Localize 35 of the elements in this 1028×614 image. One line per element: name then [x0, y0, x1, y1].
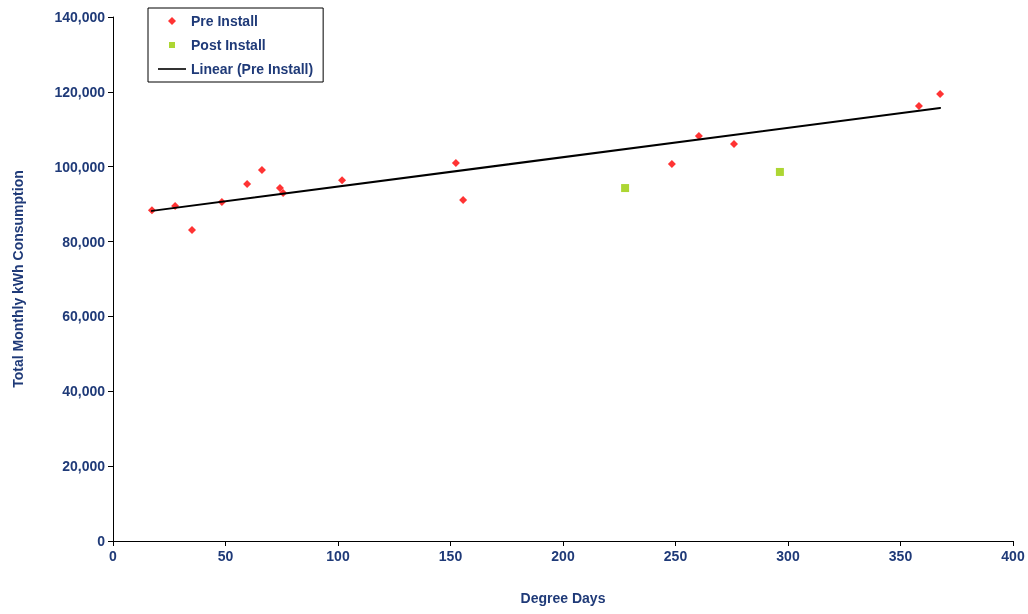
point	[621, 184, 630, 193]
y-axis-title: Total Monthly kWh Consumption	[10, 170, 26, 388]
x-tick-label: 300	[776, 548, 800, 564]
y-tick-label: 100,000	[54, 158, 106, 175]
point	[459, 196, 468, 205]
point	[730, 139, 738, 148]
x-tick-label: 250	[663, 548, 688, 564]
point	[775, 167, 784, 176]
point	[187, 225, 196, 234]
x-tick-label: 0	[109, 548, 118, 564]
x-tick-label: 200	[551, 548, 575, 564]
point	[451, 158, 460, 167]
legend-label: Pre Install	[191, 13, 258, 29]
y-tick-label: 40,000	[62, 383, 106, 400]
point	[914, 102, 923, 111]
x-axis-title: Degree Days	[520, 590, 606, 606]
legend-label: Linear (Pre Install)	[191, 61, 314, 77]
x-tick-label: 150	[438, 548, 463, 564]
point	[257, 166, 266, 175]
y-tick-label: 0	[97, 533, 106, 549]
x-tick-label: 50	[217, 548, 234, 564]
y-tick-label: 20,000	[62, 458, 106, 475]
point	[275, 184, 284, 193]
point	[936, 90, 945, 99]
y-tick-label: 80,000	[62, 233, 106, 250]
y-tick-label: 60,000	[62, 308, 106, 325]
legend-label: Post Install	[191, 37, 266, 53]
y-tick-label: 120,000	[54, 83, 106, 100]
point	[338, 176, 347, 185]
point	[667, 160, 676, 169]
point	[243, 179, 252, 188]
x-tick-label: 100	[326, 548, 350, 564]
x-tick-label: 400	[1001, 548, 1025, 564]
y-tick-label: 140,000	[54, 9, 106, 25]
x-tick-label: 350	[888, 548, 913, 564]
